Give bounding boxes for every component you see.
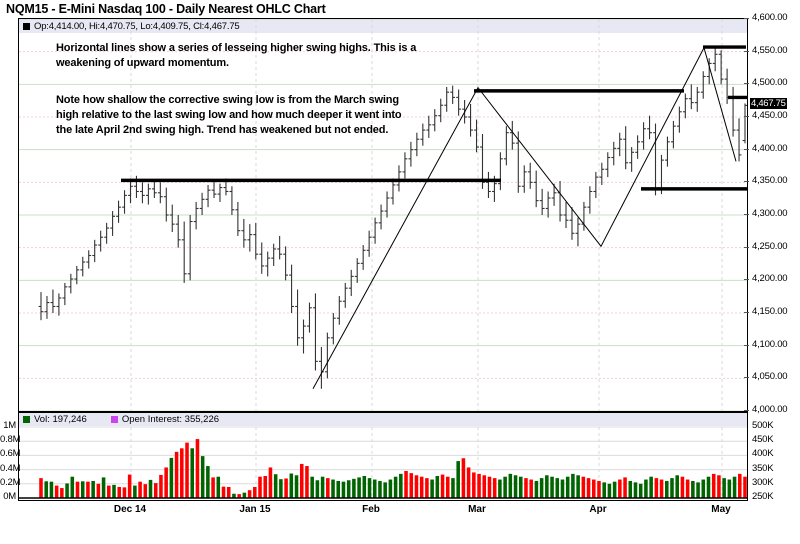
volume-legend-band: Vol: 197,246 Open Interest: 355,226 <box>19 413 747 426</box>
volume-axis-right-tick: 500K <box>752 420 774 431</box>
ohlc-summary-label: Op:4,414.00, Hi:4,470.75, Lo:4,409.75, C… <box>34 20 240 32</box>
price-axis-tickmark <box>744 279 749 281</box>
volume-axis-left-tick: 1M <box>3 420 16 431</box>
price-axis-tick: 4,350.00 <box>752 175 788 187</box>
price-axis-tickmark <box>744 116 749 117</box>
price-axis-tick: 4,050.00 <box>752 371 788 383</box>
page-title: NQM15 - E-Mini Nasdaq 100 - Daily Neares… <box>6 2 326 16</box>
current-price-tag: 4,467.75 <box>750 98 787 110</box>
price-axis-tick: 4,600.00 <box>752 12 788 23</box>
price-axis-tickmark <box>744 246 749 248</box>
price-axis-tickmark <box>744 50 749 52</box>
x-axis-tick-dec-14: Dec 14 <box>113 504 147 515</box>
price-axis-tick: 4,250.00 <box>752 240 788 252</box>
ohlc-marker-icon <box>23 22 30 30</box>
price-axis-tickmark <box>744 344 749 346</box>
price-axis-tick: 4,100.00 <box>752 338 788 350</box>
x-axis-tick-jan-15: Jan 15 <box>239 504 271 515</box>
price-axis-tickmark <box>744 377 749 379</box>
volume-axis-left-tick: 0.2M <box>0 476 21 488</box>
price-chart-pane[interactable]: Op:4,414.00, Hi:4,470.75, Lo:4,409.75, C… <box>18 18 748 412</box>
volume-chart-pane[interactable]: Vol: 197,246 Open Interest: 355,226 <box>18 412 748 501</box>
price-axis-tickmark <box>744 312 749 313</box>
price-axis-tick: 4,200.00 <box>752 273 788 285</box>
price-axis-tickmark <box>744 83 749 85</box>
price-axis-tickmark <box>744 148 749 150</box>
x-axis-tick-mar: Mar <box>468 504 486 515</box>
price-axis-tick: 4,400.00 <box>752 142 788 154</box>
annotation-corrective-swing: Note how shallow the corrective swing lo… <box>56 94 402 136</box>
price-axis-tick: 4,150.00 <box>752 306 788 317</box>
price-plot-area <box>19 19 747 411</box>
volume-axis-right-tick: 250K <box>752 491 774 502</box>
volume-axis-right-tick: 450K <box>752 434 774 446</box>
volume-marker-icon <box>23 416 30 423</box>
volume-axis-right-tick: 350K <box>752 462 774 474</box>
price-axis-tickmark <box>744 18 749 19</box>
volume-axis-right-tick: 300K <box>752 476 774 488</box>
price-axis-tick: 4,500.00 <box>752 77 788 89</box>
volume-axis-right-tick: 400K <box>752 448 774 460</box>
price-axis-tickmark <box>744 181 749 183</box>
volume-axis-left-tick: 0.8M <box>0 434 21 446</box>
volume-axis-left-tick: 0.4M <box>0 462 21 474</box>
volume-axis-left-tick: 0M <box>3 491 16 502</box>
price-axis-tickmark <box>744 214 749 215</box>
price-axis-tick: 4,550.00 <box>752 44 788 56</box>
price-axis-tickmark <box>744 410 749 411</box>
price-axis-tick: 4,450.00 <box>752 110 788 121</box>
price-axis-tick: 4,300.00 <box>752 208 788 219</box>
x-axis-tick-apr: Apr <box>589 504 607 515</box>
annotation-horizontal-lines: Horizontal lines show a series of lessei… <box>56 42 417 69</box>
volume-axis-left-tick: 0.6M <box>0 448 21 460</box>
volume-label: Vol: 197,246 <box>34 414 87 425</box>
x-axis-tick-feb: Feb <box>362 504 380 515</box>
open-interest-label: Open Interest: 355,226 <box>121 414 220 425</box>
price-axis-tick: 4,000.00 <box>752 404 788 415</box>
price-legend-band: Op:4,414.00, Hi:4,470.75, Lo:4,409.75, C… <box>19 19 747 33</box>
open-interest-marker-icon <box>110 416 118 423</box>
x-axis-tick-may: May <box>711 504 731 515</box>
volume-plot-area <box>19 426 747 499</box>
